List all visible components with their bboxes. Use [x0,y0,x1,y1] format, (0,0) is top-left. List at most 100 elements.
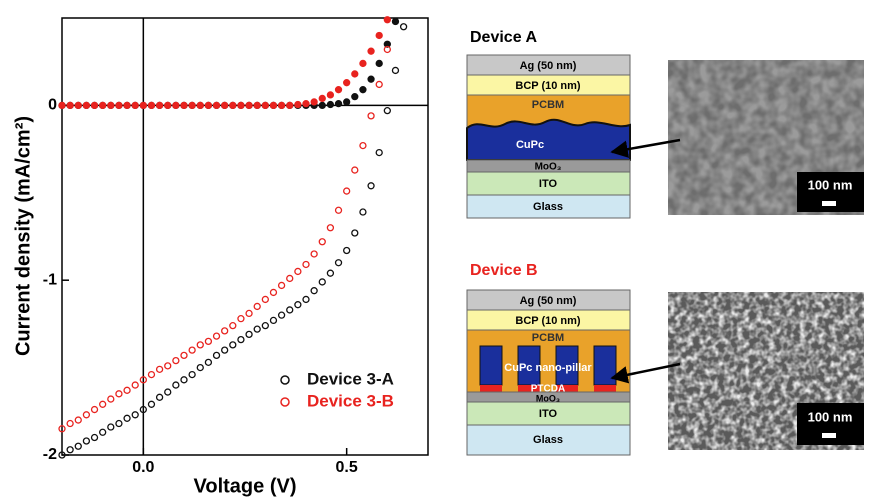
light-point [115,390,123,398]
light-point [326,269,335,277]
ptcda-piece [518,385,540,392]
light-point [212,332,221,340]
dark-point [147,101,156,110]
ptcda-pieces [480,385,616,392]
light-point [164,388,172,396]
layer-label: BCP (10 nm) [515,315,581,327]
dark-point [375,59,383,68]
layer-label: ITO [539,408,558,420]
dark-point [334,100,343,108]
light-point [172,381,180,389]
light-point [82,437,91,445]
light-point [343,246,351,255]
device-b-title: Device B [470,262,538,279]
dark-point [237,101,245,110]
light-point [351,229,359,237]
light-point [277,311,286,319]
light-point [269,316,278,325]
light-point [359,141,367,150]
light-point [375,148,383,157]
light-point [367,182,375,190]
light-point [237,335,245,344]
dark-point [343,98,351,106]
light-point [58,425,66,433]
dark-point [326,100,335,109]
y-tick-label: 0 [48,97,57,114]
light-point [66,419,74,428]
dark-point [318,101,326,110]
dark-point [359,59,367,68]
light-point [229,321,237,330]
light-point [261,321,269,330]
x-tick-label: 0.5 [336,459,358,476]
light-point [310,287,318,295]
dark-point [294,100,302,109]
light-point [269,288,278,297]
light-point [180,351,188,360]
light-point [245,309,253,318]
layer [466,118,631,161]
dark-point [277,101,286,110]
light-point [359,208,367,216]
dark-point [155,101,164,110]
device-a-diagram: Device A Ag (50 nm) BCP (10 nm) PCBM CuP… [466,29,864,219]
light-point [367,112,375,120]
dark-point [383,16,391,24]
light-point [326,224,335,232]
layer-label: MoO₃ [536,393,560,403]
pillar [479,345,503,386]
layer-label: Ag (50 nm) [520,60,577,72]
dark-point [66,101,74,110]
light-point [229,341,237,349]
light-point [204,337,213,346]
dark-point [375,31,383,40]
layer-label: CuPc nano-pillar [504,362,592,374]
device-b-diagram: Device B Ag (50 nm) BCP (10 nm) PCBM CuP… [466,262,864,456]
dark-point [229,101,237,110]
light-point [99,428,107,436]
dark-point [99,101,107,110]
scale-bar [822,433,836,438]
light-point [99,400,107,408]
dark-point [310,98,318,106]
dark-point [245,101,253,110]
light-point [196,363,204,372]
light-point [237,315,245,323]
light-point [155,365,164,373]
dark-point [318,94,326,103]
legend-label: Device 3-A [307,369,394,388]
layer [466,194,631,219]
light-point [286,274,294,283]
layer-label: Ag (50 nm) [520,295,577,307]
light-point [204,358,213,367]
dark-point [188,101,196,110]
light-point [180,376,188,384]
arrow [610,362,681,384]
light-point [318,238,326,246]
light-point [188,370,196,379]
device-a-title: Device A [470,29,537,46]
legend-marker [280,375,290,385]
light-point [286,306,294,314]
light-point [147,370,156,379]
legend-marker [280,397,290,407]
light-point [164,362,172,370]
dark-point [334,86,343,94]
dark-point [351,70,359,78]
y-tick-label: -2 [43,446,57,463]
light-point [115,419,123,428]
dark-point [261,101,269,110]
dark-point [212,101,221,110]
dark-point [367,75,375,83]
dark-point [74,101,82,110]
dark-point [302,100,310,108]
light-point [343,187,351,195]
light-point [82,411,91,419]
light-point [74,442,82,450]
light-point [334,206,343,214]
light-point [391,66,400,75]
dark-point [286,101,294,110]
dark-point [221,101,229,110]
dark-point [359,86,367,94]
light-point [277,281,286,290]
